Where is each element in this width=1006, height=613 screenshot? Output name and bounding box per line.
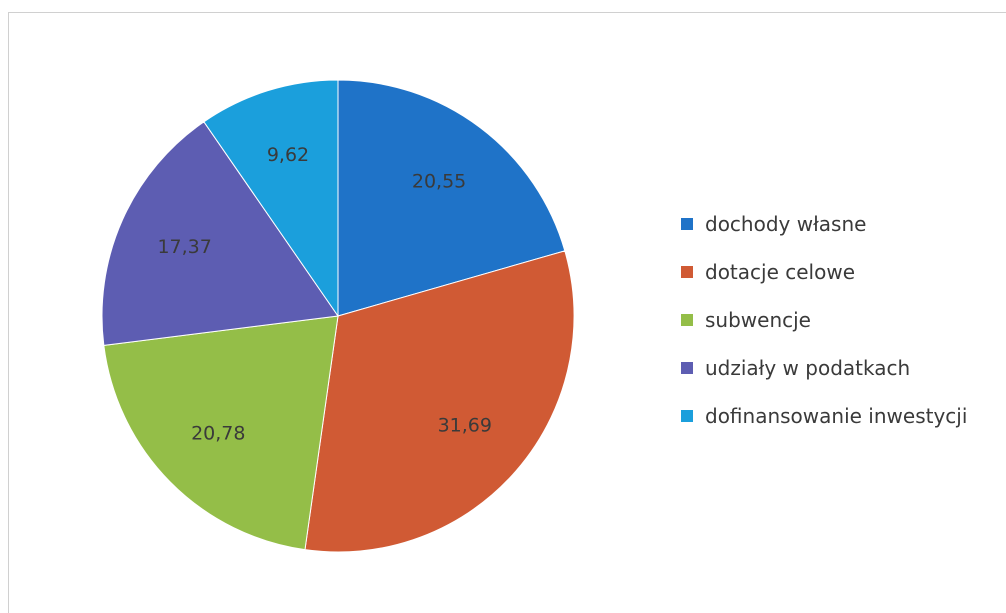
legend-label-0: dochody własne — [705, 212, 867, 236]
pie-slice-0 — [337, 79, 566, 317]
legend-label-1: dotacje celowe — [705, 260, 855, 284]
pie-data-label-1: 31,69 — [438, 415, 492, 437]
legend-swatch-2 — [681, 314, 693, 326]
legend-swatch-3 — [681, 362, 693, 374]
legend-label-2: subwencje — [705, 308, 811, 332]
legend-item-3: udziały w podatkach — [681, 344, 1006, 392]
pie-slice-2 — [103, 315, 339, 551]
pie-data-label-3: 17,37 — [157, 236, 211, 258]
pie-slice-3 — [101, 121, 339, 346]
pie-slice-1 — [304, 250, 575, 553]
legend-label-4: dofinansowanie inwestycji — [705, 404, 968, 428]
pie-data-label-2: 20,78 — [191, 422, 245, 444]
legend-item-2: subwencje — [681, 296, 1006, 344]
legend-swatch-0 — [681, 218, 693, 230]
pie-slice-4 — [203, 79, 339, 318]
legend-item-4: dofinansowanie inwestycji — [681, 392, 1006, 440]
legend-swatch-4 — [681, 410, 693, 422]
legend-item-1: dotacje celowe — [681, 248, 1006, 296]
pie-data-labels: 20,55 31,69 20,78 17,37 9,62 — [157, 144, 492, 444]
pie-slices — [101, 79, 575, 553]
legend-swatch-1 — [681, 266, 693, 278]
chart-legend: dochody własne dotacje celowe subwencje udz… — [681, 200, 1006, 440]
legend-item-0: dochody własne — [681, 200, 1006, 248]
pie-data-label-4: 9,62 — [267, 144, 309, 166]
chart-frame — [8, 12, 1006, 613]
legend-label-3: udziały w podatkach — [705, 356, 911, 380]
pie-data-label-0: 20,55 — [412, 170, 466, 192]
